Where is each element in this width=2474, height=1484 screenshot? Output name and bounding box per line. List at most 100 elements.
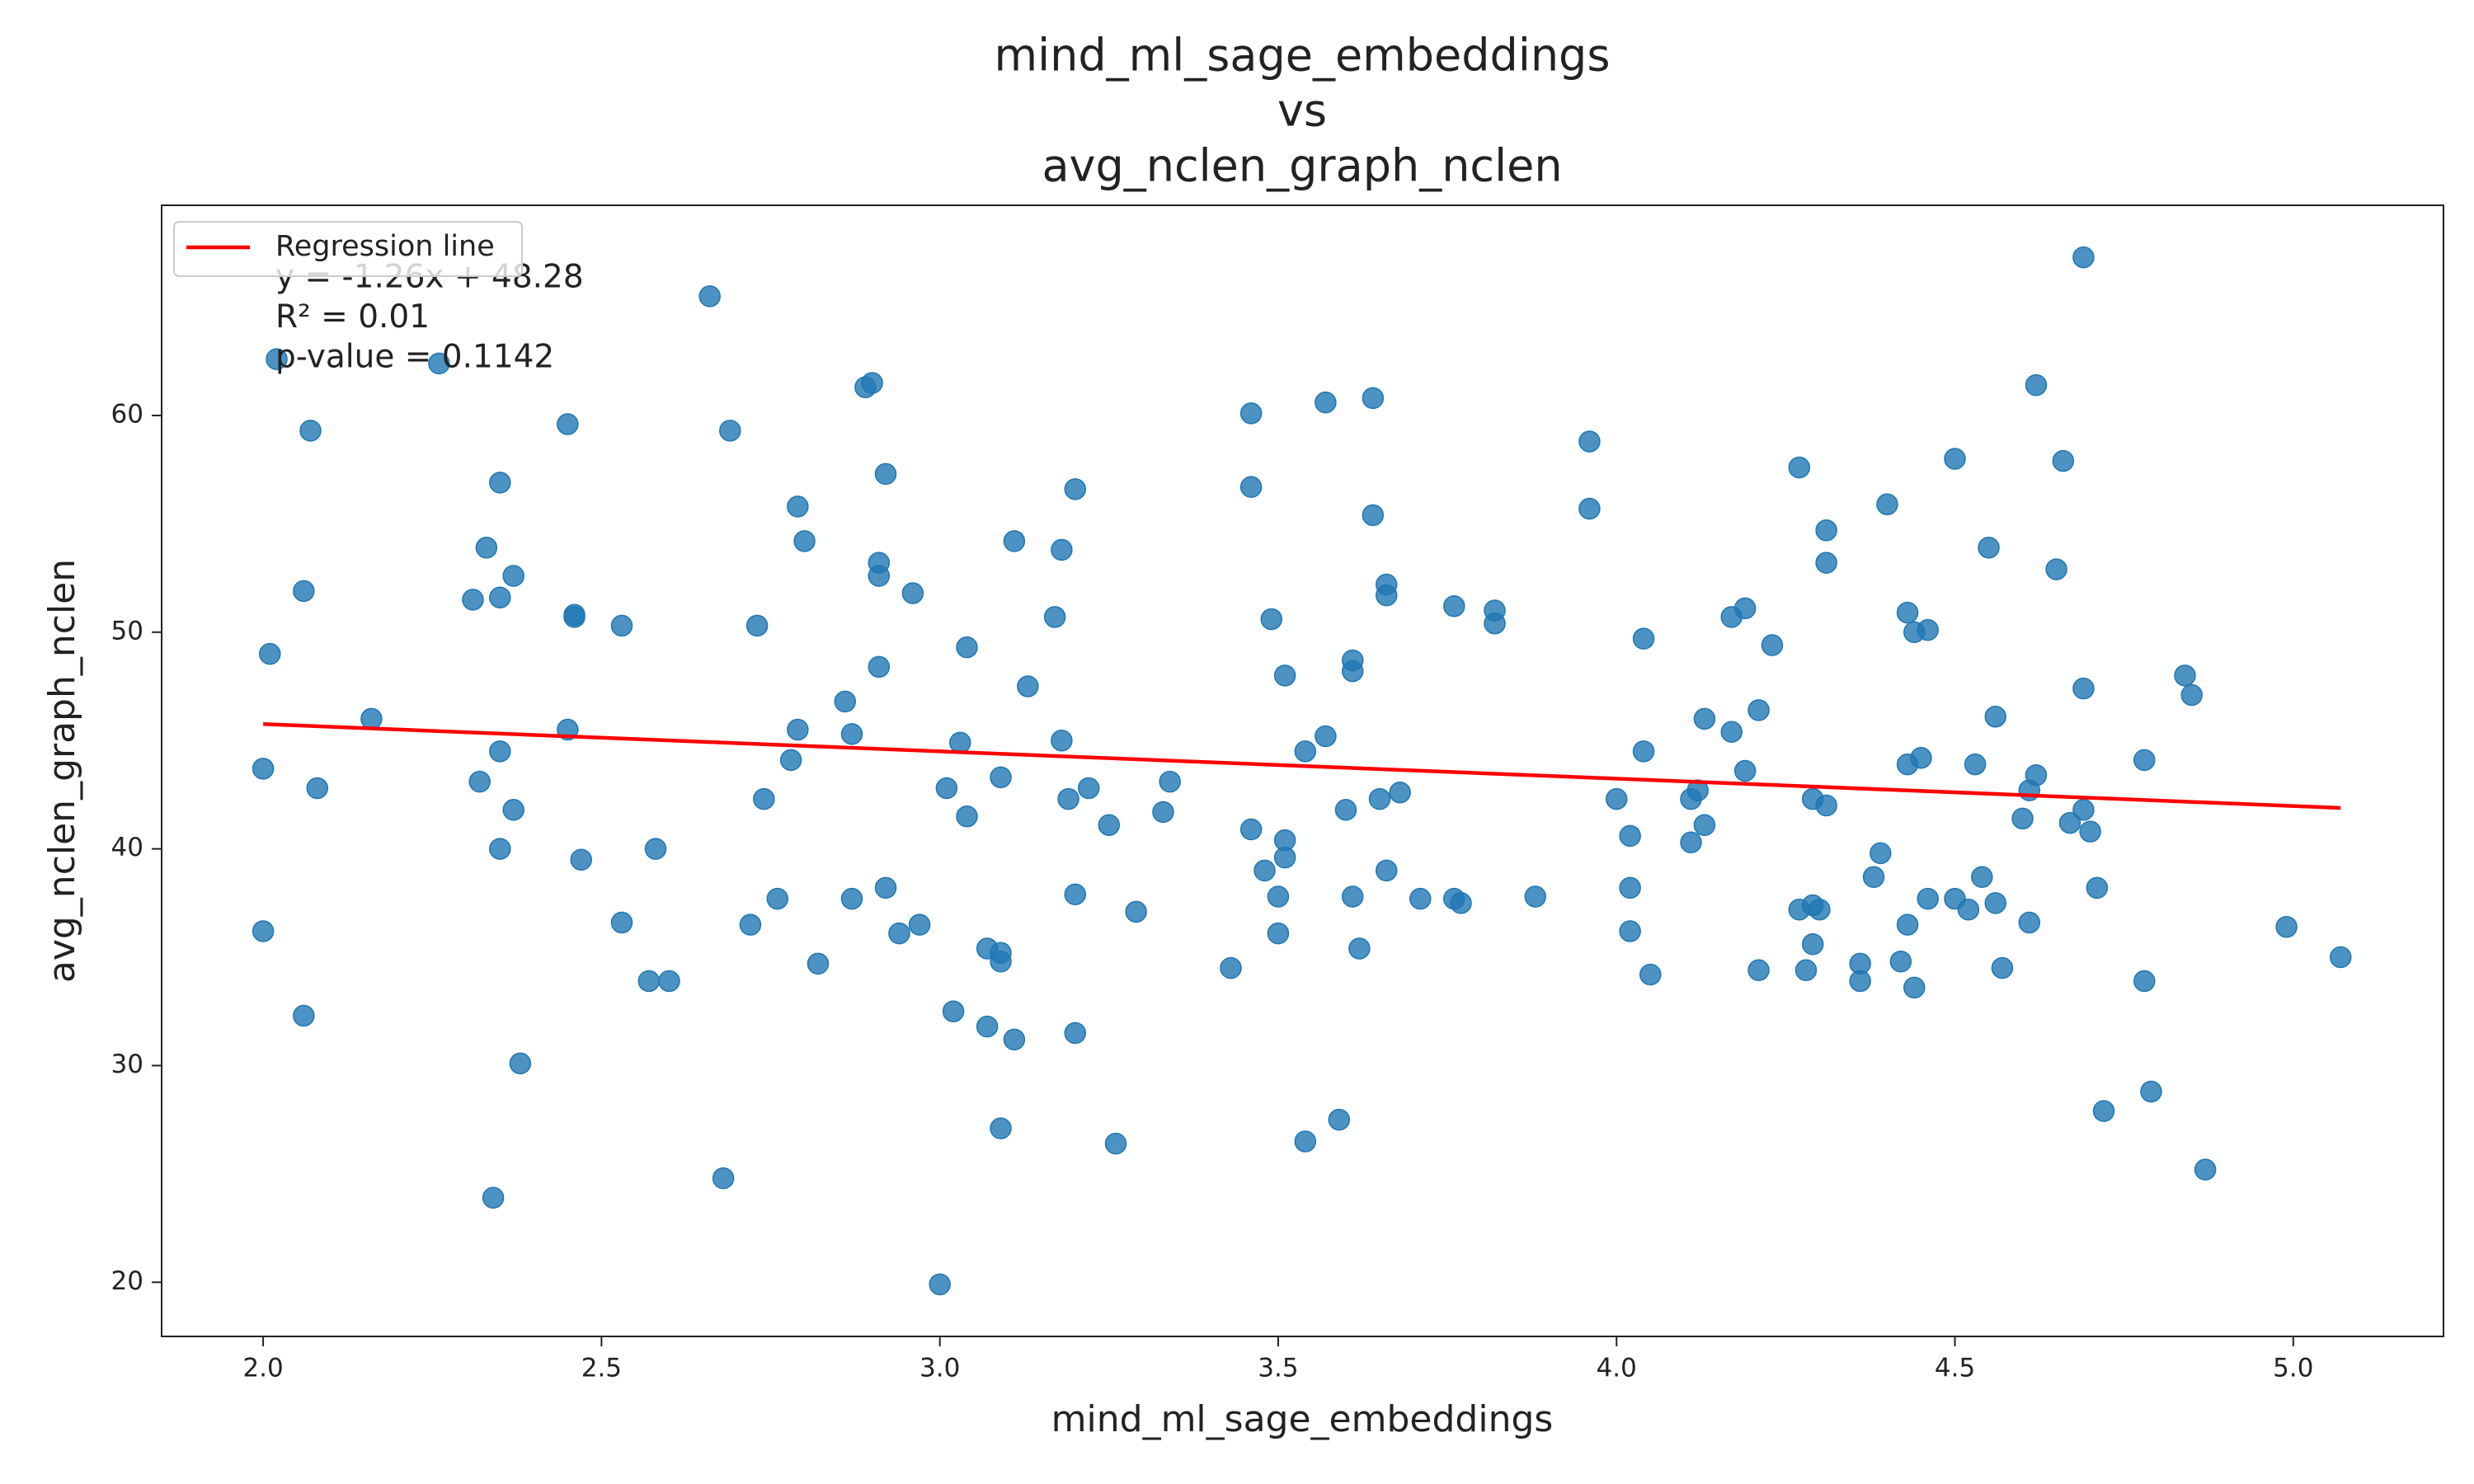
point (2018, 911, 2041, 934)
point (1220, 956, 1242, 979)
point (949, 731, 971, 754)
point (2140, 1080, 2162, 1103)
x-tick-label: 4.5 (1935, 1354, 1975, 1383)
point (1686, 779, 1709, 801)
point (1104, 1132, 1127, 1155)
point (1077, 777, 1100, 800)
point (1524, 885, 1547, 908)
point (990, 1117, 1012, 1139)
x-tick-label: 3.5 (1258, 1354, 1298, 1383)
point (1957, 898, 1980, 921)
point (698, 285, 721, 308)
x-tick-label: 4.0 (1597, 1354, 1637, 1383)
point (2018, 779, 2041, 801)
chart-title: vs (1277, 85, 1327, 137)
point (1808, 898, 1831, 921)
point (908, 913, 931, 936)
point (1239, 476, 1263, 498)
point (1619, 876, 1641, 899)
x-tick-label: 2.0 (242, 1354, 283, 1383)
point (1747, 699, 1770, 721)
point (793, 530, 816, 552)
point (1239, 402, 1263, 425)
point (2025, 373, 2048, 397)
point (1273, 846, 1296, 869)
point (719, 420, 741, 442)
point (868, 655, 891, 679)
x-tick-label: 3.0 (920, 1354, 960, 1383)
point (1315, 391, 1337, 414)
point (1315, 725, 1337, 748)
point (1870, 842, 1892, 865)
x-axis-label: mind_ml_sage_embeddings (1051, 1398, 1554, 1440)
point (306, 777, 328, 800)
y-tick-label: 50 (111, 616, 143, 646)
point (1376, 584, 1398, 607)
point (360, 707, 383, 730)
point (293, 580, 315, 603)
point (1057, 787, 1079, 810)
point (2079, 820, 2101, 843)
point (1632, 740, 1655, 763)
point (807, 952, 830, 975)
point (1693, 707, 1716, 730)
y-tick-label: 30 (111, 1050, 143, 1079)
point (2194, 1158, 2217, 1181)
point (2058, 811, 2081, 834)
point (1003, 1028, 1026, 1051)
point (1639, 963, 1662, 986)
point (2072, 246, 2095, 269)
x-tick-label: 5.0 (2273, 1354, 2313, 1383)
point (1362, 504, 1385, 527)
point (1273, 665, 1296, 687)
point (1409, 887, 1432, 910)
point (888, 922, 910, 945)
point (1788, 456, 1811, 479)
point (1239, 818, 1263, 841)
point (766, 887, 788, 910)
point (901, 582, 924, 604)
point (1619, 824, 1641, 848)
point (942, 1000, 965, 1022)
point (1978, 537, 2000, 559)
point (2045, 558, 2067, 580)
point (868, 565, 891, 587)
point (976, 1015, 999, 1038)
point (1043, 606, 1066, 628)
annotation: p-value = 0.1142 (275, 339, 554, 376)
point (1917, 618, 1939, 641)
point (2092, 1100, 2115, 1122)
point (1944, 448, 1966, 470)
point (712, 1167, 735, 1190)
point (1051, 729, 1073, 752)
point (739, 913, 762, 936)
point (489, 740, 511, 763)
point (834, 690, 857, 713)
point (1578, 430, 1601, 453)
point (1876, 493, 1898, 515)
point (2072, 677, 2095, 700)
point (1896, 601, 1919, 624)
point (1294, 740, 1317, 763)
point (610, 911, 633, 934)
point (266, 348, 288, 370)
point (1017, 675, 1039, 697)
point (1733, 759, 1757, 782)
point (874, 463, 897, 486)
point (1003, 530, 1026, 552)
point (745, 614, 769, 637)
chart-title: avg_nclen_graph_nclen (1042, 140, 1562, 192)
point (482, 1186, 505, 1209)
point (2133, 970, 2156, 993)
x-tick-label: 2.5 (581, 1354, 622, 1383)
point (2052, 449, 2075, 472)
point (1964, 753, 1987, 776)
point (1253, 859, 1276, 882)
chart-title: mind_ml_sage_embeddings (995, 30, 1611, 82)
point (1159, 770, 1181, 793)
point (935, 777, 958, 800)
point (1849, 970, 1871, 993)
point (468, 770, 491, 793)
point (1917, 887, 1939, 910)
point (956, 636, 978, 659)
